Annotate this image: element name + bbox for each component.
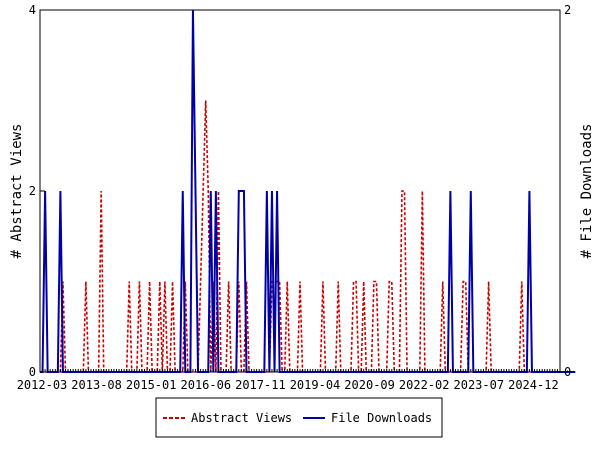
legend-box [155,397,443,438]
x-tick-label: 2022-02 [399,378,450,392]
legend-label-file-downloads: File Downloads [331,411,432,425]
y-left-axis-title: # Abstract Views [9,124,25,259]
y-right-tick-label: 0 [564,365,571,379]
plot-area [39,9,561,373]
x-tick-label: 2013-08 [71,378,122,392]
y-right-axis-title: # File Downloads [579,124,595,259]
x-tick-label: 2015-01 [126,378,177,392]
y-left-tick-label: 0 [29,365,36,379]
x-tick-label: 2020-09 [344,378,395,392]
y-right-tick-label: 2 [564,3,571,17]
y-left-tick-label: 2 [29,184,36,198]
x-axis-ticks: 2012-03 2013-08 2015-01 2016-06 2017-11 2019-… [17,369,561,392]
x-tick-label: 2012-03 [17,378,68,392]
x-tick-label: 2023-07 [454,378,505,392]
legend-label-abstract-views: Abstract Views [191,411,292,425]
legend: Abstract Views File Downloads [155,397,443,438]
y-left-tick-label: 4 [29,3,36,17]
y-right-axis-ticks: 02 [555,3,571,379]
x-tick-label: 2024-12 [508,378,559,392]
x-tick-label: 2019-04 [290,378,341,392]
y-left-axis-ticks: 0 2 4 [29,3,45,379]
x-tick-label: 2016-06 [181,378,232,392]
x-tick-label: 2017-11 [235,378,286,392]
